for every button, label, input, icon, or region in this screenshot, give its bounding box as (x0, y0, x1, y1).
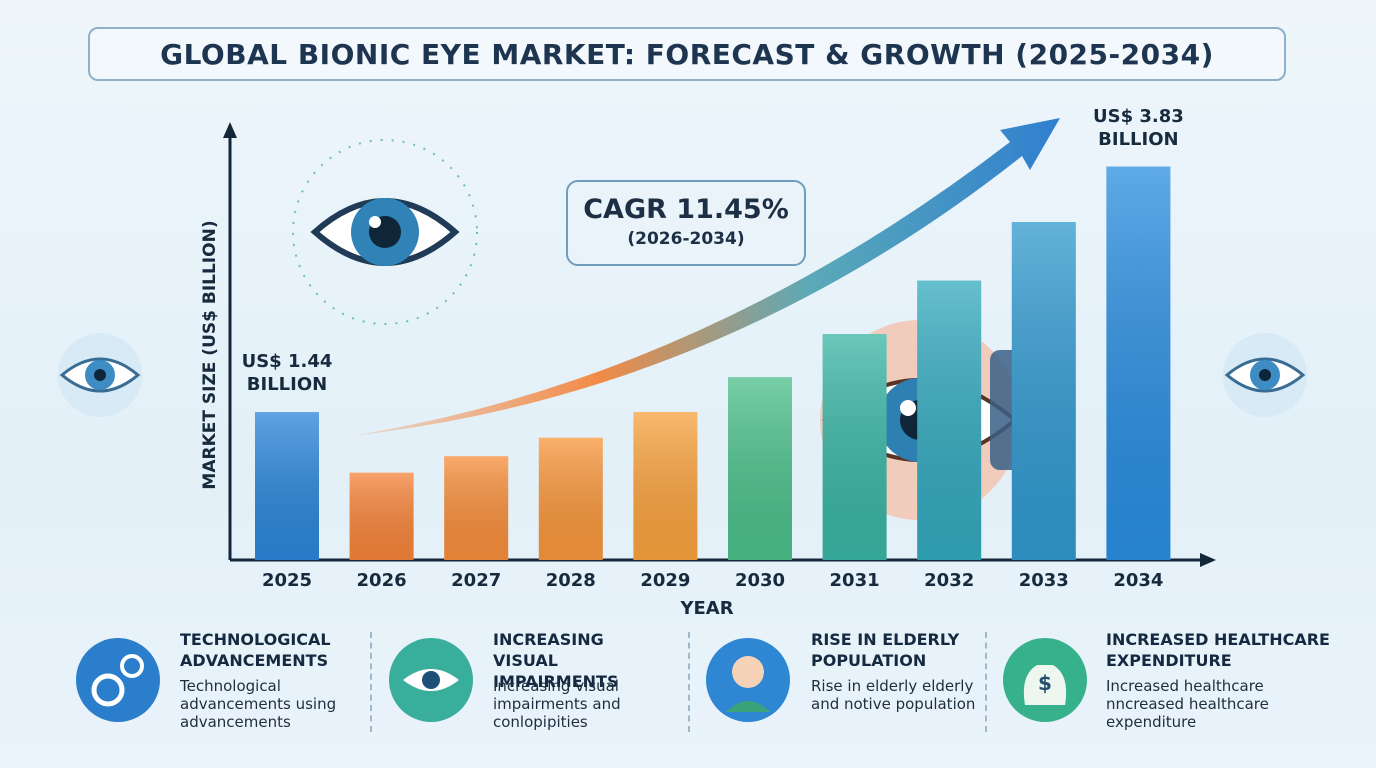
separator (688, 632, 690, 732)
x-tick-label: 2027 (451, 570, 501, 591)
bar-shade (1011, 222, 1076, 560)
bar-shade (349, 472, 414, 560)
cagr-title: CAGR 11.45% (583, 194, 789, 225)
bar-shade (1106, 166, 1171, 560)
factor-title: TECHNOLOGICAL ADVANCEMENTS (180, 630, 331, 670)
x-tick-label: 2031 (830, 570, 880, 591)
x-tick-label: 2034 (1113, 570, 1163, 591)
factor-text: Increasing visual impairments and conlop… (493, 677, 621, 731)
cagr-callout: CAGR 11.45% (2026-2034) (566, 180, 806, 266)
separator (370, 632, 372, 732)
x-tick-label: 2033 (1019, 570, 1069, 591)
factor-text: Increased healthcare nncreased healthcar… (1106, 677, 1269, 731)
bar-shade (822, 334, 887, 560)
x-tick-label: 2028 (546, 570, 596, 591)
x-tick-label: 2032 (924, 570, 974, 591)
money-icon: $ (1003, 638, 1087, 722)
bar-shade (538, 437, 603, 560)
x-axis-arrow (1200, 553, 1216, 567)
chart-title: GLOBAL BIONIC EYE MARKET: FORECAST & GRO… (88, 27, 1286, 81)
svg-text:$: $ (1038, 671, 1052, 695)
x-tick-label: 2026 (357, 570, 407, 591)
bar-shade (444, 456, 509, 560)
cagr-period: (2026-2034) (627, 229, 745, 249)
factor-title: INCREASING VISUAL IMPAIRMENTS (493, 630, 619, 691)
eye-icon (292, 139, 478, 325)
value-label: US$ 3.83 BILLION (1092, 105, 1184, 150)
eye-icon (58, 333, 142, 417)
x-axis-label: YEAR (679, 598, 733, 619)
bar-shade (728, 377, 792, 560)
y-axis-label: MARKET SIZE (US$ BILLION) (200, 220, 220, 489)
gears-icon (76, 638, 160, 722)
eye-icon (1223, 333, 1307, 417)
y-axis-arrow (223, 122, 237, 138)
bar-shade (255, 412, 319, 560)
factor-text: Rise in elderly elderly and notive popul… (811, 677, 976, 713)
value-label: US$ 1.44 BILLION (241, 351, 333, 396)
x-tick-label: 2025 (262, 570, 312, 591)
factor-title: RISE IN ELDERLY POPULATION (811, 630, 960, 670)
bar-shade (633, 412, 698, 560)
factor-text: Technological advancements using advance… (180, 677, 337, 731)
factor-title: INCREASED HEALTHCARE EXPENDITURE (1106, 630, 1330, 670)
separator (985, 632, 987, 732)
elderly-icon (706, 638, 790, 722)
x-tick-label: 2030 (735, 570, 785, 591)
x-tick-label: 2029 (640, 570, 690, 591)
eye-factor-icon (389, 638, 473, 722)
bar-shade (917, 280, 982, 560)
